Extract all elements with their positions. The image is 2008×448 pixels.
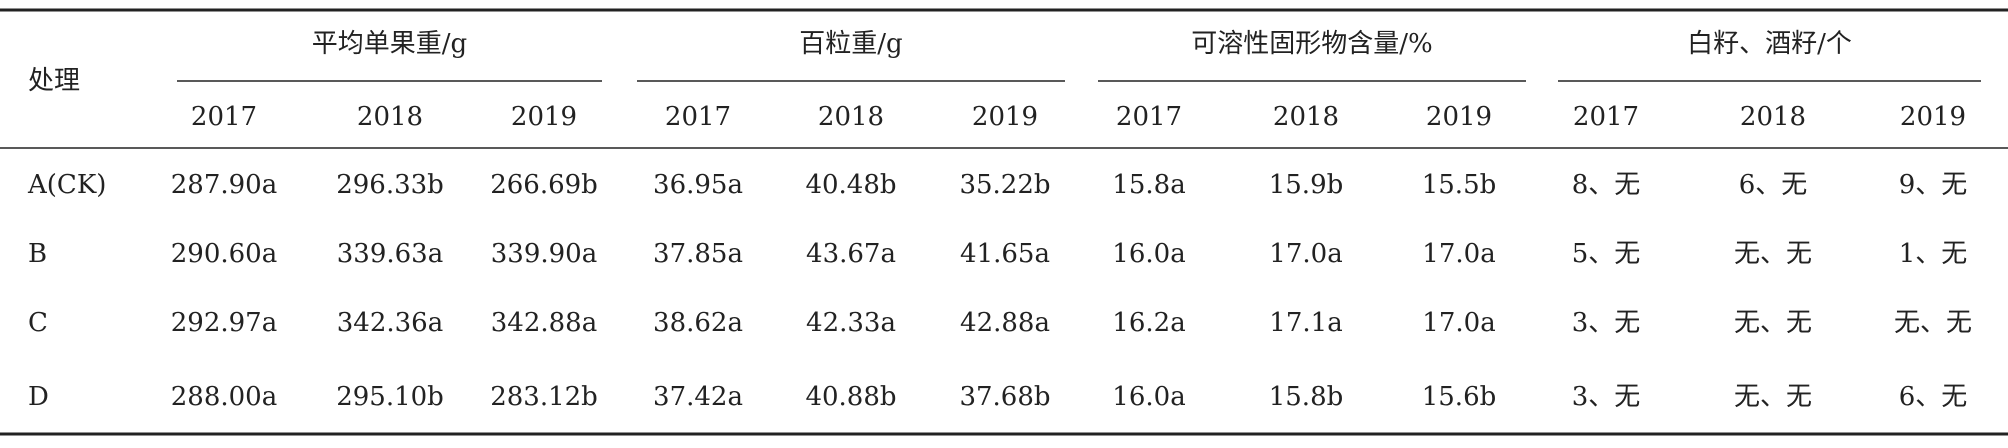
- cell: 342.36a: [337, 308, 443, 338]
- cell: 296.33b: [336, 170, 444, 200]
- year-header: 2019: [1900, 102, 1966, 132]
- cell: 37.42a: [653, 382, 743, 412]
- cell: 15.6b: [1422, 382, 1497, 412]
- cell: 15.8b: [1269, 382, 1344, 412]
- cell: 40.88b: [805, 382, 896, 412]
- cell: 6、无: [1739, 170, 1808, 200]
- row-label: B: [28, 239, 47, 269]
- cell: 283.12b: [490, 382, 598, 412]
- cell: 6、无: [1899, 382, 1968, 412]
- row-label: D: [28, 382, 49, 412]
- row-label: A(CK): [27, 170, 106, 200]
- group-title: 平均单果重/g: [312, 29, 467, 59]
- cell: 17.1a: [1269, 308, 1342, 338]
- cell: 16.0a: [1112, 239, 1185, 269]
- cell: 9、无: [1899, 170, 1968, 200]
- cell: 295.10b: [336, 382, 444, 412]
- year-header: 2018: [357, 102, 423, 132]
- row-header: 处理: [28, 66, 80, 96]
- cell: 292.97a: [171, 308, 277, 338]
- cell: 15.9b: [1269, 170, 1344, 200]
- cell: 342.88a: [491, 308, 597, 338]
- year-header: 2019: [972, 102, 1038, 132]
- cell: 288.00a: [171, 382, 277, 412]
- cell: 287.90a: [171, 170, 277, 200]
- cell: 16.2a: [1112, 308, 1185, 338]
- year-header: 2019: [511, 102, 577, 132]
- year-header: 2017: [665, 102, 731, 132]
- cell: 17.0a: [1422, 239, 1495, 269]
- cell: 无、无: [1894, 308, 1972, 338]
- cell: 43.67a: [806, 239, 896, 269]
- cell: 无、无: [1734, 239, 1812, 269]
- cell: 无、无: [1734, 308, 1812, 338]
- cell: 17.0a: [1422, 308, 1495, 338]
- cell: 38.62a: [653, 308, 743, 338]
- year-header: 2017: [1116, 102, 1182, 132]
- year-header: 2019: [1426, 102, 1492, 132]
- cell: 5、无: [1572, 239, 1641, 269]
- cell: 35.22b: [959, 170, 1050, 200]
- cell: 290.60a: [171, 239, 277, 269]
- cell: 339.90a: [491, 239, 597, 269]
- cell: 339.63a: [337, 239, 443, 269]
- cell: 42.88a: [960, 308, 1050, 338]
- cell: 15.8a: [1112, 170, 1185, 200]
- year-header: 2018: [818, 102, 884, 132]
- year-header: 2018: [1273, 102, 1339, 132]
- cell: 8、无: [1572, 170, 1641, 200]
- cell: 3、无: [1572, 308, 1641, 338]
- cell: 3、无: [1572, 382, 1641, 412]
- cell: 36.95a: [653, 170, 743, 200]
- cell: 17.0a: [1269, 239, 1342, 269]
- cell: 15.5b: [1422, 170, 1497, 200]
- group-title: 百粒重/g: [799, 29, 902, 59]
- year-header: 2017: [1573, 102, 1639, 132]
- cell: 40.48b: [805, 170, 896, 200]
- cell: 42.33a: [806, 308, 896, 338]
- cell: 266.69b: [490, 170, 598, 200]
- year-header: 2018: [1740, 102, 1806, 132]
- year-header: 2017: [191, 102, 257, 132]
- group-title: 白籽、酒籽/个: [1687, 29, 1852, 59]
- cell: 无、无: [1734, 382, 1812, 412]
- cell: 1、无: [1899, 239, 1968, 269]
- cell: 41.65a: [960, 239, 1050, 269]
- cell: 16.0a: [1112, 382, 1185, 412]
- group-title: 可溶性固形物含量/%: [1191, 29, 1432, 59]
- row-label: C: [28, 308, 48, 338]
- cell: 37.85a: [653, 239, 743, 269]
- cell: 37.68b: [959, 382, 1050, 412]
